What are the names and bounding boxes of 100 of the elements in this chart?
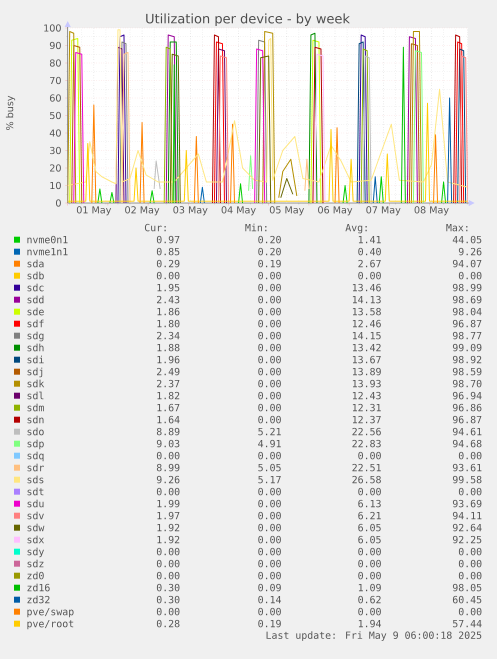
text: 98.59	[452, 368, 482, 376]
text: 98.70	[452, 380, 482, 388]
text: 0.85	[156, 248, 180, 256]
text: 0.30	[156, 596, 180, 604]
text: 1.94	[358, 620, 382, 628]
text: 0.00	[258, 524, 281, 532]
text: 98.77	[452, 332, 482, 340]
legend-label: zd0	[27, 572, 44, 580]
text: 98.99	[452, 284, 482, 292]
legend-label: sdo	[28, 428, 44, 436]
text: 98.69	[452, 296, 482, 304]
y-tick-label: 60	[50, 94, 61, 102]
text: 5.17	[258, 476, 281, 484]
text: 12.31	[352, 404, 381, 412]
text: 0.00	[258, 284, 281, 292]
y-tick-label: 90	[50, 42, 61, 50]
text: 0.00	[358, 488, 381, 496]
text: 1.92	[157, 536, 180, 544]
text: 8.89	[156, 428, 180, 436]
text: Min:	[245, 224, 266, 232]
text: 5.05	[258, 464, 281, 472]
text: 0.00	[258, 392, 281, 400]
text: 0.00	[358, 452, 381, 460]
legend-label: pve/root	[27, 620, 74, 630]
text: 2.43	[156, 296, 180, 304]
legend-label: sda	[28, 260, 44, 268]
legend-label: sdt	[28, 488, 44, 496]
text: 0.00	[458, 488, 482, 496]
x-tick-label: 07 May	[366, 206, 401, 216]
legend-label: sdc	[28, 284, 44, 292]
text: 94.61	[452, 428, 482, 436]
text: 13.67	[352, 356, 381, 364]
legend-label: sdq	[28, 452, 44, 462]
text: 22.51	[352, 464, 381, 472]
text: 0.20	[258, 248, 281, 256]
text: 0.00	[258, 500, 281, 508]
legend-label: sdb	[28, 272, 44, 280]
text: 0.00	[258, 368, 281, 376]
text: 44.05	[452, 236, 482, 244]
text: 0.30	[156, 584, 180, 592]
text: 0.28	[156, 620, 180, 628]
text: 0.00	[458, 272, 482, 280]
legend-label: sdf	[28, 320, 44, 328]
legend-label: sdw	[28, 524, 44, 532]
text: 96.87	[452, 416, 482, 424]
text: 96.94	[452, 392, 482, 400]
text: 2.67	[358, 260, 381, 268]
text: 0.20	[258, 236, 281, 244]
text: 13.93	[352, 380, 381, 388]
legend-label: nvme0n1	[27, 236, 68, 244]
text: 94.07	[452, 260, 482, 268]
text: 8.99	[156, 464, 180, 472]
text: 22.83	[352, 440, 381, 448]
text: 98.92	[452, 356, 482, 364]
y-tick-label: 100	[44, 24, 61, 32]
text: 0.00	[358, 272, 381, 280]
legend-label: sdr	[28, 464, 44, 472]
x-tick-label: 04 May	[222, 206, 256, 216]
text: 12.46	[352, 320, 381, 328]
text: 0.00	[358, 548, 381, 556]
text: 13.89	[352, 368, 381, 376]
text: 6.05	[358, 524, 381, 532]
text: 0.09	[258, 584, 281, 592]
text: 0.00	[258, 356, 281, 364]
chart-title: Utilization per device - by week	[146, 13, 350, 26]
text: 99.58	[452, 476, 482, 484]
text: 0.00	[258, 536, 281, 544]
text: 0.00	[258, 308, 281, 316]
text: 1.92	[157, 524, 180, 532]
text: 1.80	[157, 320, 180, 328]
text: 0.00	[358, 572, 381, 580]
text: 0.00	[156, 548, 180, 556]
text: 0.00	[258, 404, 281, 412]
text: 1.96	[157, 356, 180, 364]
x-tick-label: 03 May	[173, 206, 208, 216]
text: 1.41	[358, 236, 381, 244]
x-tick-label: 08 May	[414, 206, 449, 216]
legend-label: sdz	[28, 560, 44, 568]
legend-label: sdy	[28, 548, 44, 558]
text: 0.00	[258, 512, 281, 520]
text: 0.40	[358, 248, 381, 256]
text: 14.15	[352, 332, 381, 340]
y-axis-title: % busy	[6, 96, 16, 130]
legend-label: sdl	[28, 392, 44, 400]
text: 0.29	[156, 260, 180, 268]
legend-label: nvme1n1	[27, 248, 68, 256]
text: 0.62	[358, 596, 381, 604]
x-tick-label: 01 May	[76, 206, 112, 216]
text: 0.00	[458, 548, 482, 556]
y-tick-label: 80	[50, 59, 61, 67]
text: Cur:	[144, 224, 166, 232]
text: 0.00	[156, 560, 180, 568]
text: Last update: Fri May 9 06:00:18 2025	[266, 631, 482, 641]
text: 1.82	[157, 392, 180, 400]
text: 57.44	[452, 620, 482, 628]
text: 26.58	[352, 476, 381, 484]
text: 94.11	[452, 512, 482, 520]
legend-label: sdv	[28, 512, 44, 520]
text: 0.00	[258, 320, 281, 328]
text: 0.00	[258, 380, 281, 388]
